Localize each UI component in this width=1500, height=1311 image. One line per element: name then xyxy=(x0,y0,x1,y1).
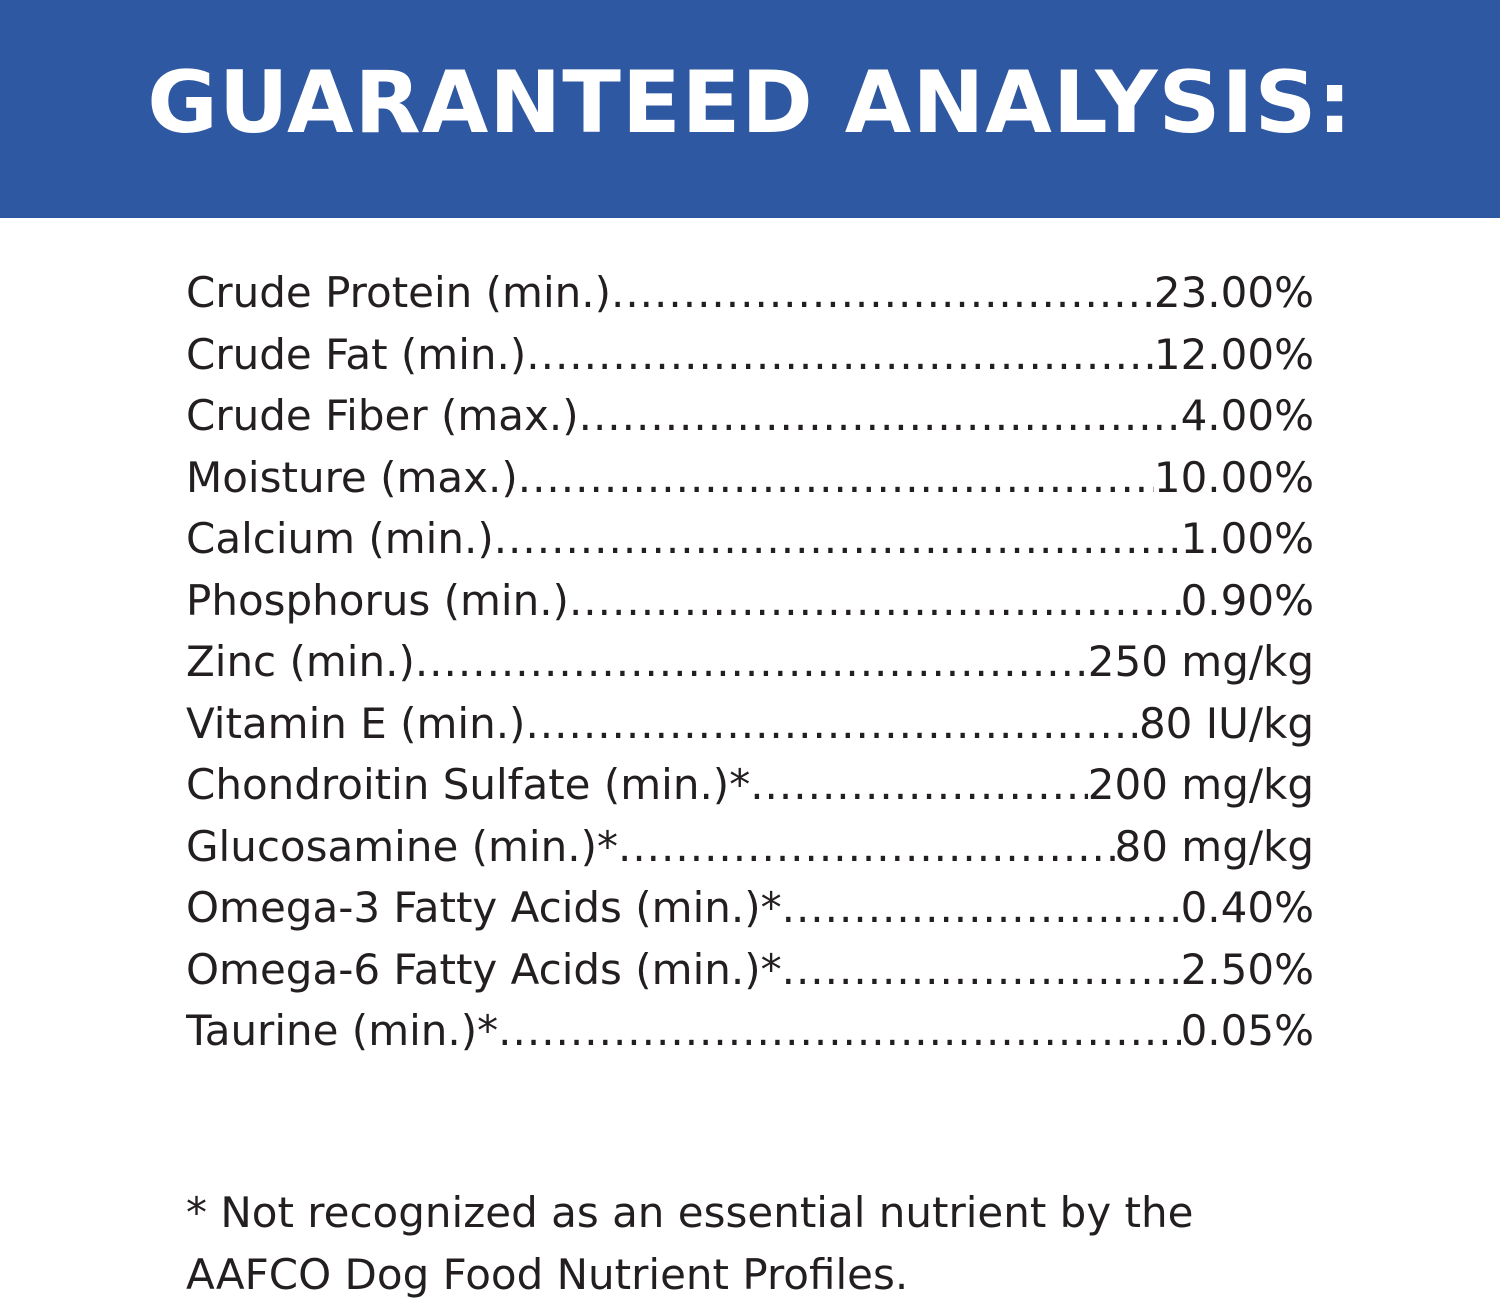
nutrient-value: 200 mg/kg xyxy=(1087,760,1314,809)
analysis-row: Omega-3 Fatty Acids (min.)*.............… xyxy=(186,877,1314,939)
analysis-row: Crude Protein (min.)....................… xyxy=(186,262,1314,324)
nutrient-label: Zinc (min.) xyxy=(186,637,415,686)
nutrient-value: 250 mg/kg xyxy=(1087,637,1314,686)
dot-leader: ........................................… xyxy=(526,329,1154,379)
nutrient-value: 0.90% xyxy=(1180,575,1314,625)
nutrient-value: 4.00% xyxy=(1180,391,1314,440)
nutrient-label: Phosphorus (min.) xyxy=(186,575,569,625)
dot-leader: ........................................… xyxy=(498,1006,1181,1055)
dot-leader: ........................................… xyxy=(781,883,1181,932)
dot-leader: ........................................… xyxy=(578,391,1181,440)
dot-leader: ........................................… xyxy=(517,452,1154,502)
analysis-row: Zinc (min.).............................… xyxy=(186,631,1314,693)
analysis-row: Omega-6 Fatty Acids (min.)*.............… xyxy=(186,939,1314,1001)
page-title: GUARANTEED ANALYSIS: xyxy=(147,53,1353,153)
nutrient-label: Taurine (min.)* xyxy=(186,1006,499,1055)
nutrient-label: Calcium (min.) xyxy=(186,514,494,563)
analysis-row: Calcium (min.)..........................… xyxy=(186,508,1314,570)
analysis-row: Crude Fiber (max.)......................… xyxy=(186,385,1314,447)
nutrient-value: 12.00% xyxy=(1153,329,1314,379)
nutrient-label: Crude Protein (min.) xyxy=(186,268,611,317)
dot-leader: ........................................… xyxy=(568,575,1181,625)
analysis-row: Chondroitin Sulfate (min.)*.............… xyxy=(186,754,1314,816)
dot-leader: ........................................… xyxy=(617,821,1115,871)
nutrient-value: 23.00% xyxy=(1153,268,1314,317)
nutrient-label: Omega-3 Fatty Acids (min.)* xyxy=(186,883,782,932)
nutrient-label: Vitamin E (min.) xyxy=(186,698,526,748)
nutrient-value: 0.40% xyxy=(1180,883,1314,932)
analysis-row: Taurine (min.)*.........................… xyxy=(186,1000,1314,1062)
dot-leader: ........................................… xyxy=(610,268,1154,317)
nutrient-label: Glucosamine (min.)* xyxy=(186,821,618,871)
nutrient-value: 10.00% xyxy=(1153,452,1314,502)
analysis-row: Moisture (max.).........................… xyxy=(186,447,1314,509)
nutrient-label: Crude Fiber (max.) xyxy=(186,391,579,440)
dot-leader: ........................................… xyxy=(525,698,1139,748)
nutrient-value: 80 IU/kg xyxy=(1138,698,1314,748)
dot-leader: ........................................… xyxy=(493,514,1181,563)
dot-leader: ........................................… xyxy=(414,637,1088,686)
dot-leader: ........................................… xyxy=(750,760,1088,809)
nutrient-value: 0.05% xyxy=(1180,1006,1314,1055)
nutrient-value: 80 mg/kg xyxy=(1114,821,1315,871)
nutrient-label: Chondroitin Sulfate (min.)* xyxy=(186,760,751,809)
nutrient-label: Omega-6 Fatty Acids (min.)* xyxy=(186,944,782,994)
analysis-row: Vitamin E (min.)........................… xyxy=(186,693,1314,755)
analysis-row: Glucosamine (min.)*.....................… xyxy=(186,816,1314,878)
analysis-list: Crude Protein (min.)....................… xyxy=(186,262,1314,1062)
header-banner: GUARANTEED ANALYSIS: xyxy=(0,0,1500,218)
nutrient-value: 2.50% xyxy=(1180,944,1314,994)
dot-leader: ........................................… xyxy=(781,944,1181,994)
analysis-row: Phosphorus (min.).......................… xyxy=(186,570,1314,632)
nutrient-value: 1.00% xyxy=(1180,514,1314,563)
nutrient-label: Crude Fat (min.) xyxy=(186,329,527,379)
analysis-row: Crude Fat (min.)........................… xyxy=(186,324,1314,386)
nutrient-label: Moisture (max.) xyxy=(186,452,518,502)
footnote: * Not recognized as an essential nutrien… xyxy=(186,1188,1194,1299)
